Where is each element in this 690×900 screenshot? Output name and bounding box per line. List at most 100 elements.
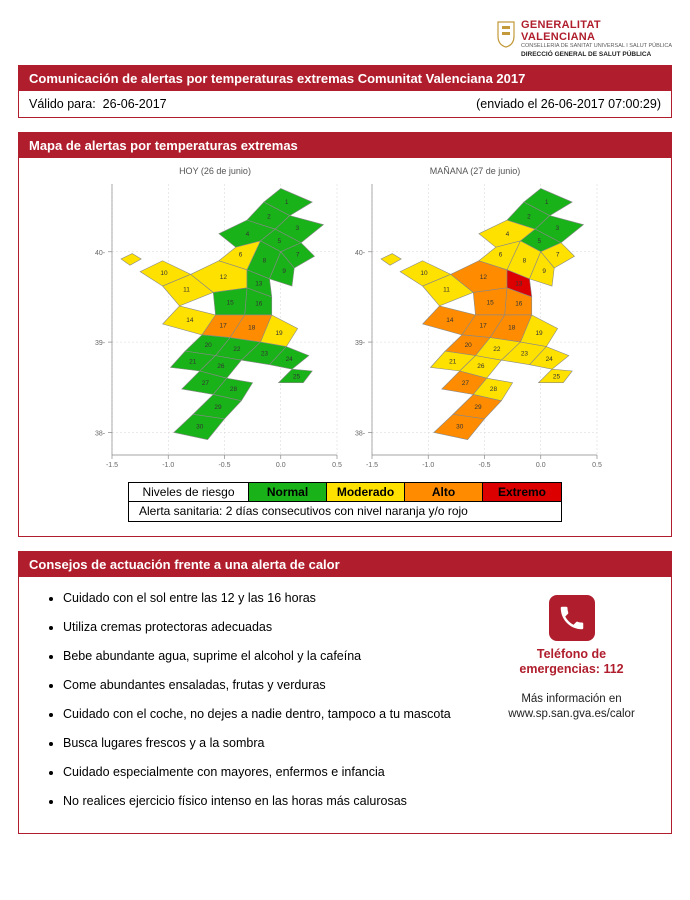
svg-text:15: 15 (226, 299, 234, 306)
svg-text:10: 10 (160, 270, 168, 277)
legend-level: Extremo (483, 483, 561, 501)
legend-level: Moderado (327, 483, 405, 501)
svg-text:8: 8 (522, 257, 526, 264)
advice-tip: Utiliza cremas protectoras adecuadas (63, 620, 474, 634)
svg-text:14: 14 (446, 317, 454, 324)
valid-date: 26-06-2017 (103, 97, 167, 111)
svg-text:0.5: 0.5 (332, 462, 342, 469)
svg-text:26: 26 (217, 363, 225, 370)
logo-title-1: GENERALITAT (521, 20, 672, 32)
info-line2: www.sp.san.gva.es/calor (484, 707, 659, 723)
logo-sub2: DIRECCIÓ GENERAL DE SALUT PÚBLICA (521, 52, 672, 59)
sent-at: (enviado el 26-06-2017 07:00:29) (476, 97, 661, 111)
emergency-line1: Teléfono de (484, 647, 659, 663)
svg-text:26: 26 (477, 363, 485, 370)
svg-text:15: 15 (486, 299, 494, 306)
svg-text:9: 9 (282, 268, 286, 275)
svg-text:14: 14 (186, 317, 194, 324)
svg-text:40-: 40- (94, 249, 105, 256)
svg-text:38-: 38- (354, 430, 365, 437)
svg-text:19: 19 (275, 330, 283, 337)
svg-text:13: 13 (515, 280, 523, 287)
panel-maps-title: Mapa de alertas por temperaturas extrema… (19, 133, 671, 158)
svg-text:18: 18 (248, 324, 256, 331)
svg-text:24: 24 (545, 356, 553, 363)
svg-text:23: 23 (260, 350, 268, 357)
svg-text:1: 1 (544, 199, 548, 206)
svg-text:39-: 39- (354, 340, 365, 347)
svg-text:-0.5: -0.5 (218, 462, 230, 469)
svg-text:24: 24 (285, 356, 293, 363)
svg-text:12: 12 (479, 274, 487, 281)
svg-text:19: 19 (535, 330, 543, 337)
svg-text:0.5: 0.5 (592, 462, 602, 469)
map-today-title: HOY (26 de junio) (85, 166, 345, 176)
valid-label: Válido para: (29, 97, 96, 111)
svg-text:-1.0: -1.0 (162, 462, 174, 469)
svg-text:21: 21 (449, 358, 457, 365)
legend-level: Normal (249, 483, 327, 501)
svg-text:5: 5 (277, 238, 281, 245)
svg-text:16: 16 (515, 300, 523, 307)
svg-text:22: 22 (233, 346, 241, 353)
panel-header-title: Comunicación de alertas por temperaturas… (19, 66, 671, 91)
svg-text:0.0: 0.0 (535, 462, 545, 469)
advice-tip: No realices ejercicio físico intenso en … (63, 794, 474, 808)
advice-tip: Cuidado con el coche, no dejes a nadie d… (63, 707, 474, 721)
svg-text:27: 27 (461, 380, 469, 387)
header-logo: GENERALITAT VALENCIANA CONSELLERIA DE SA… (18, 8, 672, 59)
phone-icon (549, 595, 595, 641)
svg-text:20: 20 (204, 341, 212, 348)
svg-text:22: 22 (493, 346, 501, 353)
svg-text:0.0: 0.0 (275, 462, 285, 469)
logo-sub1: CONSELLERIA DE SANITAT UNIVERSAL I SALUT… (521, 44, 672, 50)
svg-text:18: 18 (508, 324, 516, 331)
svg-text:17: 17 (479, 322, 487, 329)
svg-text:1: 1 (284, 199, 288, 206)
advice-tip: Busca lugares frescos y a la sombra (63, 736, 474, 750)
svg-text:20: 20 (464, 341, 472, 348)
valid-for: Válido para: 26-06-2017 (29, 97, 167, 111)
advice-tip: Bebe abundante agua, suprime el alcohol … (63, 649, 474, 663)
svg-text:30: 30 (196, 423, 204, 430)
svg-text:25: 25 (552, 373, 560, 380)
svg-text:13: 13 (255, 280, 263, 287)
svg-text:6: 6 (238, 251, 242, 258)
crest-icon (495, 20, 517, 48)
legend: Niveles de riesgoNormalModeradoAltoExtre… (128, 482, 562, 522)
svg-text:23: 23 (520, 350, 528, 357)
emergency-box: Teléfono de emergencias: 112 Más informa… (484, 591, 659, 823)
svg-text:4: 4 (505, 231, 509, 238)
svg-text:6: 6 (498, 251, 502, 258)
svg-text:5: 5 (537, 238, 541, 245)
svg-text:17: 17 (219, 322, 227, 329)
panel-advice: Consejos de actuación frente a una alert… (18, 551, 672, 834)
svg-text:28: 28 (489, 386, 497, 393)
svg-text:25: 25 (292, 373, 300, 380)
panel-advice-title: Consejos de actuación frente a una alert… (19, 552, 671, 577)
advice-list: Cuidado con el sol entre las 12 y las 16… (45, 591, 474, 823)
svg-text:38-: 38- (94, 430, 105, 437)
panel-header: Comunicación de alertas por temperaturas… (18, 65, 672, 118)
svg-text:39-: 39- (94, 340, 105, 347)
emergency-line2: emergencias: 112 (484, 662, 659, 678)
svg-text:29: 29 (214, 404, 222, 411)
panel-maps: Mapa de alertas por temperaturas extrema… (18, 132, 672, 537)
svg-text:-1.5: -1.5 (105, 462, 117, 469)
svg-text:3: 3 (295, 225, 299, 232)
map-tomorrow: 1234567891011121314151617181920212223242… (348, 178, 603, 473)
svg-text:3: 3 (555, 225, 559, 232)
svg-text:7: 7 (555, 251, 559, 258)
logo-title-2: VALENCIANA (521, 32, 672, 44)
svg-text:16: 16 (255, 300, 263, 307)
svg-text:7: 7 (295, 251, 299, 258)
svg-text:4: 4 (245, 231, 249, 238)
svg-text:10: 10 (420, 270, 428, 277)
legend-note: Alerta sanitaria: 2 días consecutivos co… (129, 502, 561, 521)
svg-text:11: 11 (183, 286, 190, 293)
svg-text:12: 12 (219, 274, 227, 281)
legend-level: Alto (405, 483, 483, 501)
svg-text:-0.5: -0.5 (478, 462, 490, 469)
svg-text:-1.5: -1.5 (365, 462, 377, 469)
advice-tip: Come abundantes ensaladas, frutas y verd… (63, 678, 474, 692)
